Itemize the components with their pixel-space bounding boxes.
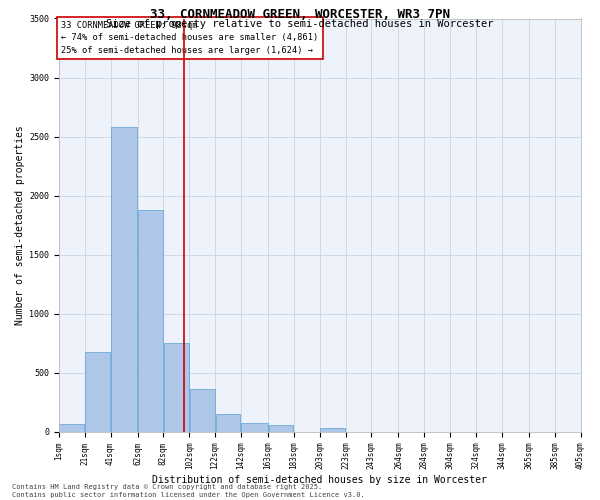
Bar (190, 390, 215, 432)
Bar (164, 344, 189, 432)
Bar (269, 426, 293, 432)
Text: Size of property relative to semi-detached houses in Worcester: Size of property relative to semi-detach… (106, 19, 494, 29)
Y-axis label: Number of semi-detached properties: Number of semi-detached properties (15, 126, 25, 325)
X-axis label: Distribution of semi-detached houses by size in Worcester: Distribution of semi-detached houses by … (152, 475, 487, 485)
Bar (85, 352, 110, 432)
Bar (138, 210, 163, 432)
Bar (111, 127, 137, 432)
Bar (320, 428, 345, 432)
Text: 33 CORNMEADOW GREEN: 98sqm
← 74% of semi-detached houses are smaller (4,861)
25%: 33 CORNMEADOW GREEN: 98sqm ← 74% of semi… (61, 21, 319, 55)
Text: 33, CORNMEADOW GREEN, WORCESTER, WR3 7PN: 33, CORNMEADOW GREEN, WORCESTER, WR3 7PN (150, 8, 450, 20)
Bar (241, 422, 268, 432)
Text: Contains HM Land Registry data © Crown copyright and database right 2025.
Contai: Contains HM Land Registry data © Crown c… (12, 484, 365, 498)
Bar (215, 414, 241, 432)
Bar (59, 424, 84, 432)
